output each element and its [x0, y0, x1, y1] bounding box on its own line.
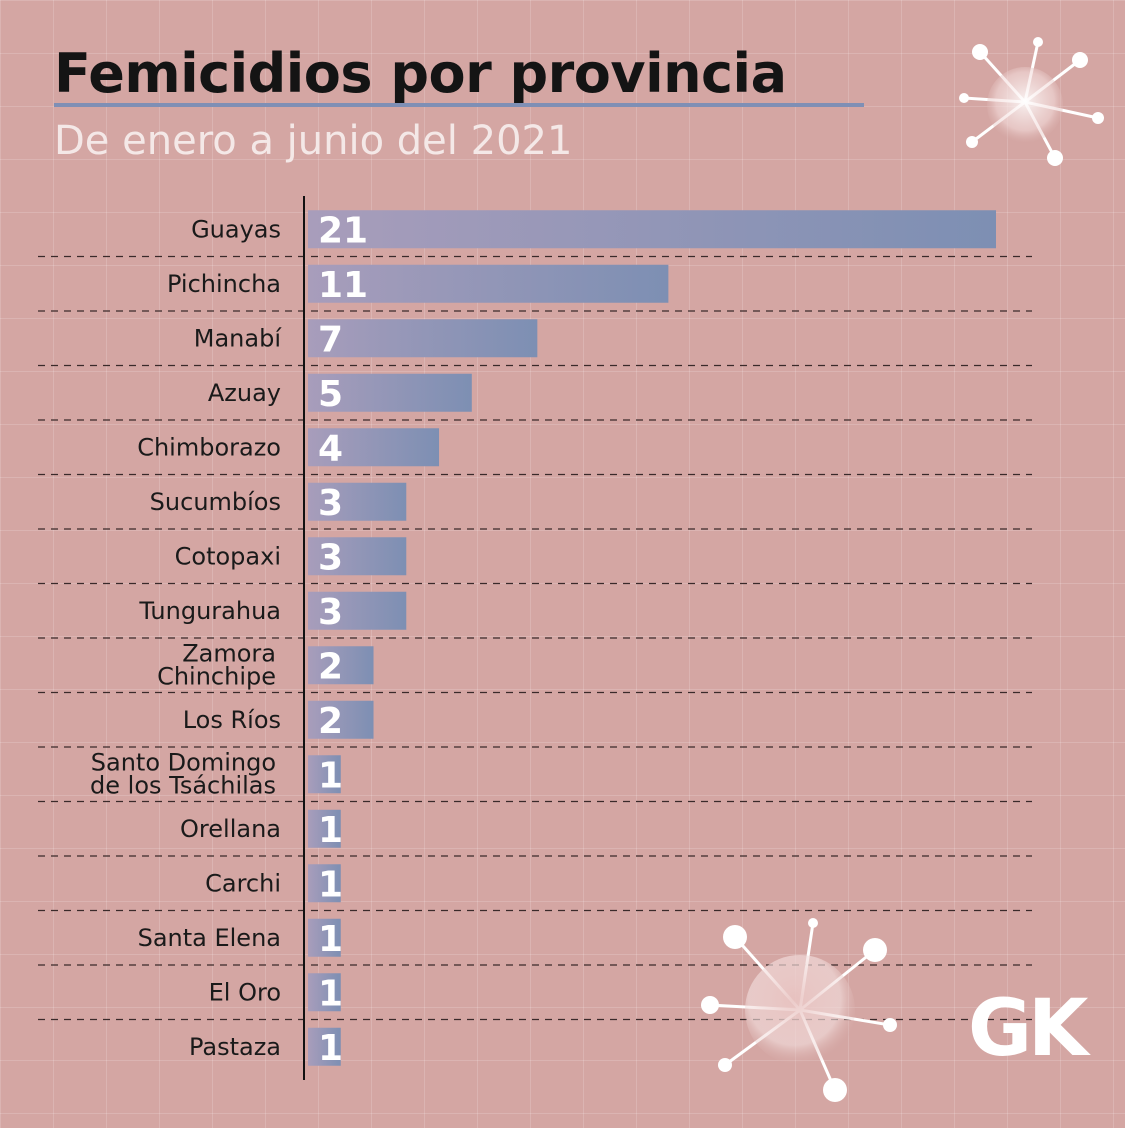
bar [308, 809, 341, 848]
category-label: Tungurahua [138, 597, 281, 625]
category-label: Sucumbíos [150, 488, 281, 516]
bar [308, 918, 341, 957]
bar [308, 591, 407, 630]
bar [308, 319, 538, 358]
bar [308, 700, 374, 739]
bar-value-label: 1 [318, 919, 343, 960]
category-label: Cotopaxi [175, 542, 281, 570]
bar-value-label: 4 [318, 428, 343, 469]
chart-subtitle: De enero a junio del 2021 [54, 118, 573, 164]
bar [308, 537, 407, 576]
bar-value-label: 2 [318, 646, 343, 687]
virus-icon [701, 918, 897, 1102]
bar [308, 210, 996, 249]
bar-value-label: 11 [318, 265, 368, 306]
category-label: Carchi [205, 869, 281, 897]
bar-value-label: 3 [318, 537, 343, 578]
category-label: El Oro [209, 978, 281, 1006]
category-label: Guayas [191, 215, 281, 243]
bar-value-label: 1 [318, 1028, 343, 1069]
gk-logo: GK [968, 984, 1088, 1074]
category-label: Zamora Chinchipe [157, 639, 276, 690]
bar-value-label: 1 [318, 755, 343, 796]
bar-value-label: 3 [318, 592, 343, 633]
bar [308, 1027, 341, 1066]
bar [308, 755, 341, 794]
bar-value-label: 5 [318, 374, 343, 415]
category-label: Orellana [180, 815, 281, 843]
bar-value-label: 1 [318, 810, 343, 851]
bar [308, 264, 669, 303]
bar [308, 482, 407, 521]
chart-title: Femicidios por provincia [54, 42, 787, 105]
category-label: Santa Elena [138, 924, 281, 952]
bar [308, 373, 472, 412]
bar-value-label: 21 [318, 210, 368, 251]
bar [308, 864, 341, 903]
bar [308, 646, 374, 685]
category-label: Pichincha [167, 270, 281, 298]
category-label: Los Ríos [183, 706, 281, 734]
category-label: Manabí [194, 324, 283, 352]
virus-icon [959, 37, 1104, 166]
category-label: Pastaza [189, 1033, 281, 1061]
category-label: Santo Domingo de los Tsáchilas [90, 748, 276, 799]
bar-value-label: 1 [318, 973, 343, 1014]
category-label: Chimborazo [137, 433, 281, 461]
bar-value-label: 3 [318, 483, 343, 524]
category-label: Azuay [208, 379, 281, 407]
bar [308, 428, 440, 467]
bar-value-label: 1 [318, 864, 343, 905]
bar-value-label: 2 [318, 701, 343, 742]
bar [308, 973, 341, 1012]
title-underline [54, 103, 864, 107]
bar-value-label: 7 [318, 319, 343, 360]
